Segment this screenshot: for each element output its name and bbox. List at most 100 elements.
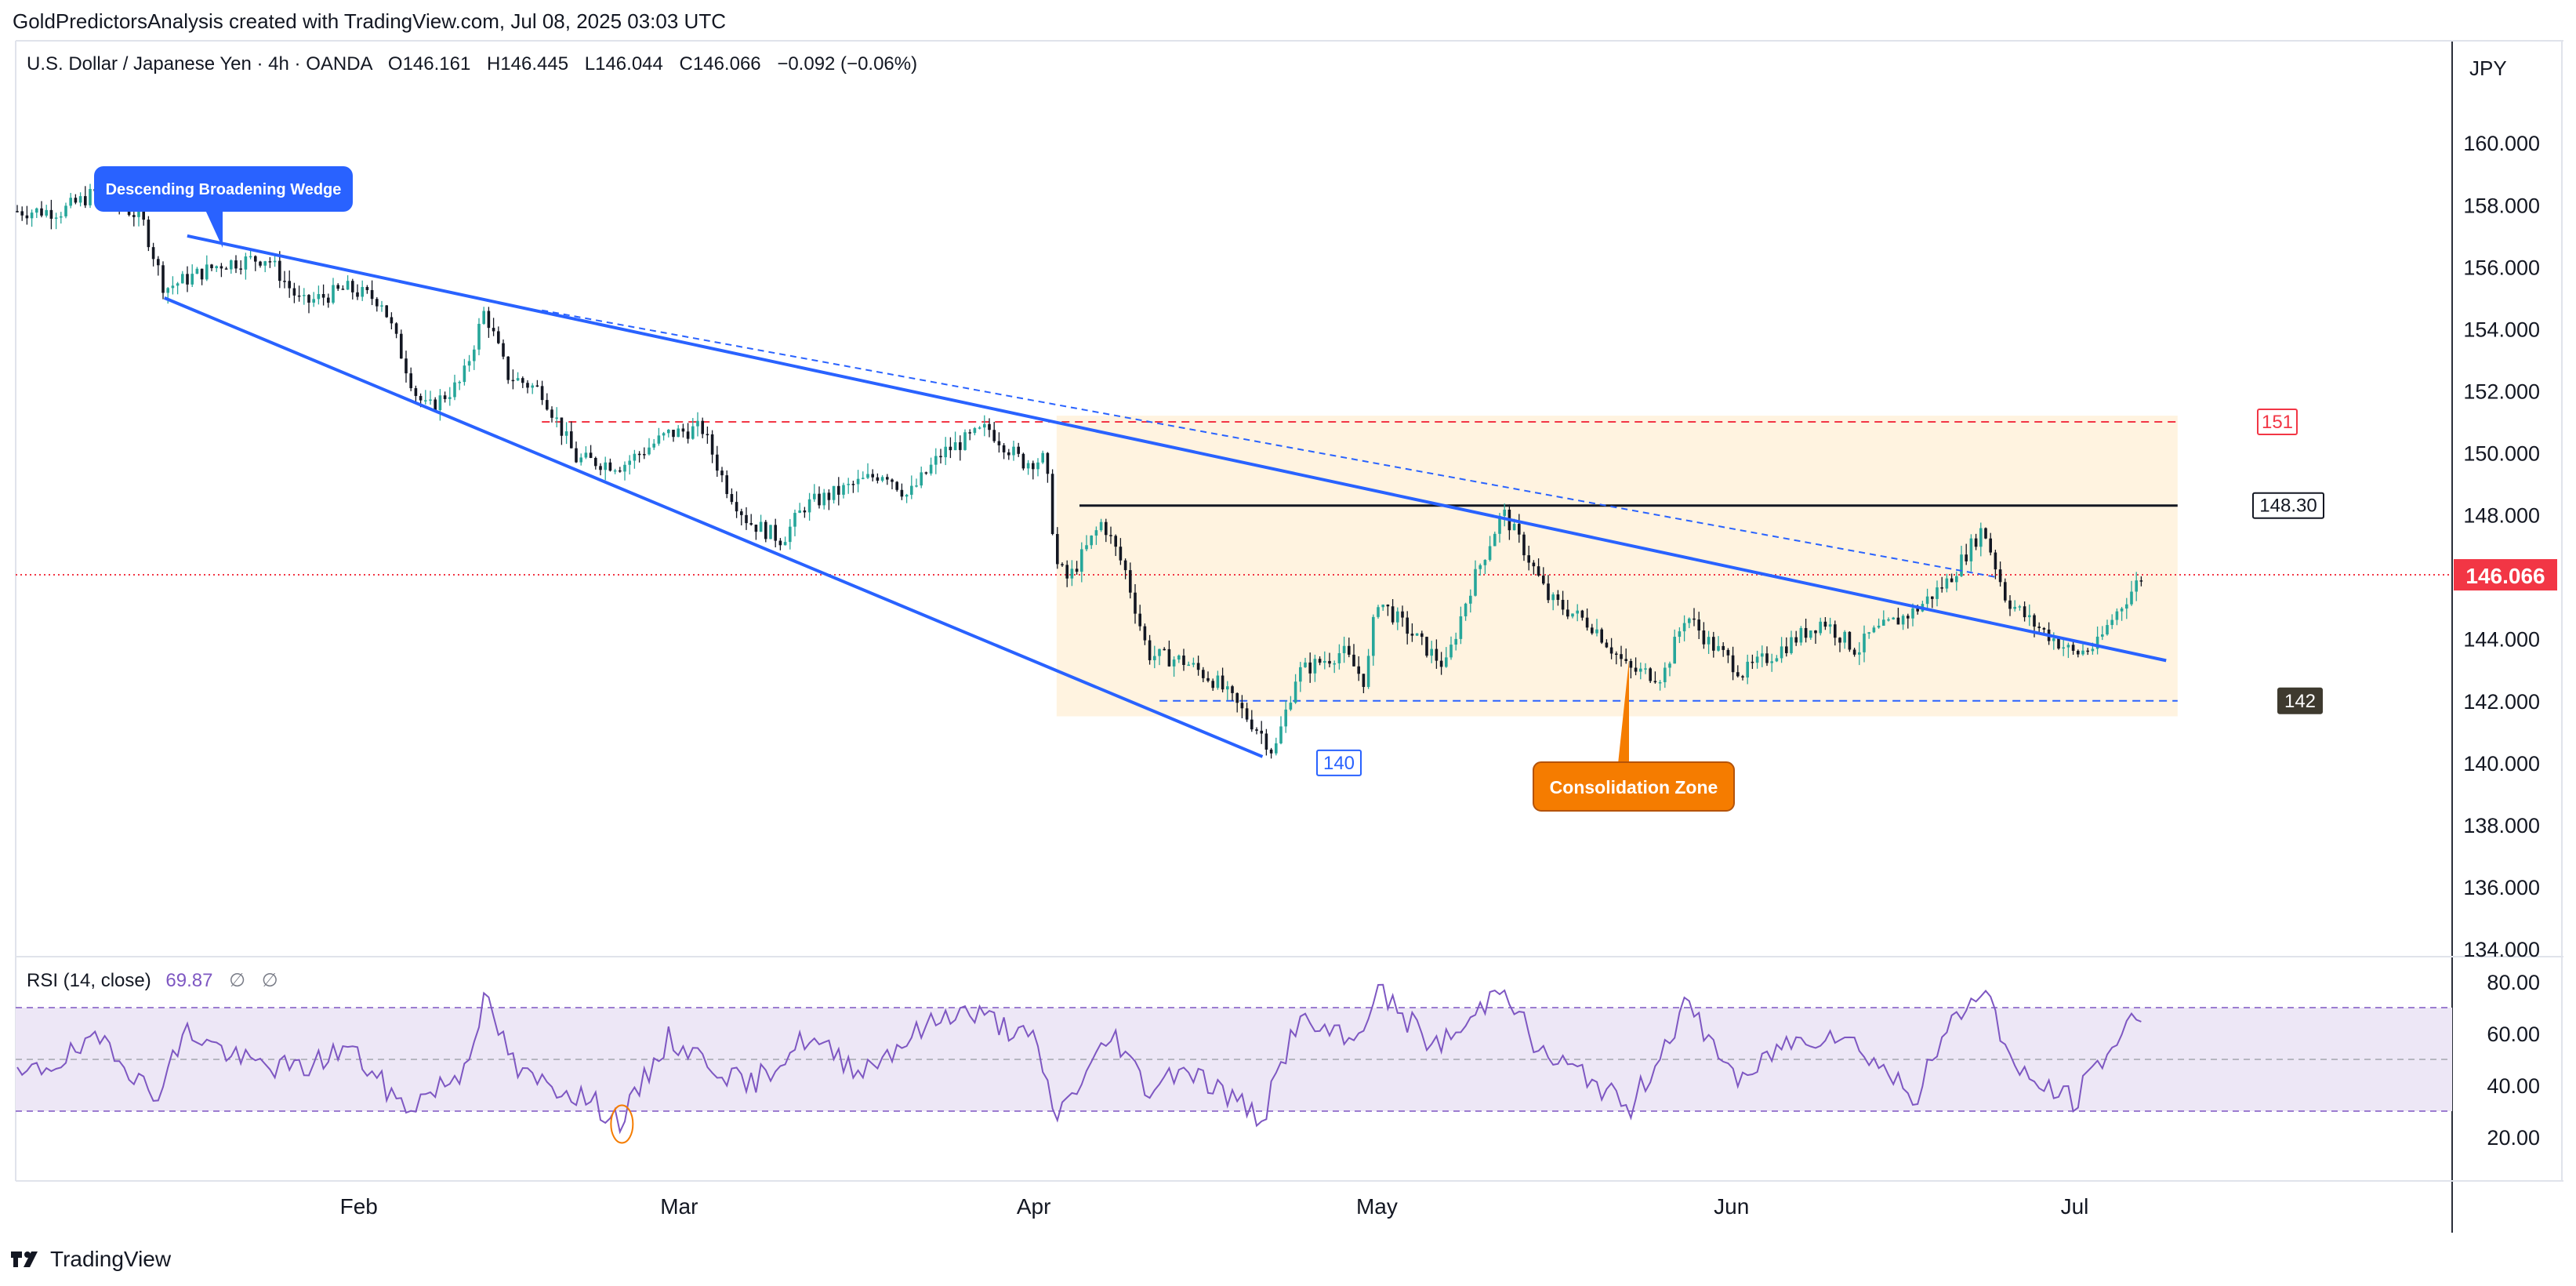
candle-body (1644, 668, 1647, 670)
candle-body (1969, 538, 1973, 561)
candle-body (1907, 616, 1910, 619)
candle-body (1449, 645, 1453, 658)
candle-body (1308, 662, 1312, 674)
candle-body (74, 198, 78, 203)
candle-body (1867, 632, 1870, 634)
level-142-label[interactable]: 142 (2277, 687, 2323, 714)
low-140-label[interactable]: 140 (1316, 749, 1362, 776)
candle-body (1099, 521, 1103, 531)
candle-body (2028, 615, 2031, 618)
candle-body (1342, 645, 1346, 653)
candle-body (754, 525, 758, 532)
candle-body (443, 395, 447, 399)
candle-body (1221, 675, 1225, 690)
candle-body (1591, 627, 1594, 634)
candle-body (1158, 648, 1161, 656)
candle-body (1527, 555, 1530, 563)
candle-body (521, 378, 524, 383)
candle-body (1682, 623, 1686, 632)
candle-body (1454, 638, 1457, 645)
candle-body (176, 283, 180, 286)
ohlc-low: L146.044 (584, 53, 663, 74)
candle-body (1955, 576, 1958, 583)
candle-body (2110, 619, 2113, 626)
candle-body (1503, 509, 1506, 516)
candle-body (2052, 638, 2055, 641)
candle-body (827, 492, 831, 500)
candle-body (166, 288, 169, 293)
candle-body (220, 266, 223, 269)
price-tick-label: 160.000 (2463, 132, 2540, 155)
rsi-tick-label: 60.00 (2487, 1023, 2540, 1046)
level-151-label[interactable]: 151 (2257, 408, 2298, 435)
wedge-lower-trendline[interactable] (163, 296, 1264, 758)
candle-body (550, 409, 553, 418)
candle-body (1522, 534, 1526, 556)
wedge-upper-trendline[interactable] (187, 234, 2167, 663)
candle-body (1726, 649, 1730, 656)
candle-body (599, 466, 602, 470)
candle-body (749, 523, 753, 525)
candle-body (467, 361, 471, 366)
rsi-pane[interactable] (16, 983, 2452, 1135)
candle-body (1678, 631, 1682, 638)
candle-body (2086, 650, 2089, 652)
candle-body (1979, 528, 1983, 547)
candle-body (686, 431, 690, 439)
candle-body (1240, 703, 1244, 709)
candle-body (1761, 653, 1764, 657)
candle-body (1693, 618, 1696, 620)
candle-body (283, 281, 286, 282)
candle-body (1094, 530, 1098, 536)
candle-body (438, 395, 442, 411)
candle-body (633, 453, 637, 461)
candle-body (1148, 640, 1152, 660)
candle-body (2004, 582, 2007, 601)
candle-body (35, 208, 38, 213)
current-price-tag[interactable]: 146.066 (2454, 559, 2557, 591)
consolidation-callout[interactable]: Consolidation Zone (1533, 660, 1735, 812)
candle-body (1153, 656, 1156, 660)
candle-body (1143, 626, 1147, 641)
wedge-callout-text: Descending Broadening Wedge (106, 181, 342, 198)
candle-body (1187, 664, 1190, 667)
candle-body (341, 289, 345, 290)
tradingview-logo[interactable]: TradingView (11, 1247, 171, 1272)
candle-body (132, 215, 136, 217)
consolidation-zone[interactable] (1056, 416, 2178, 717)
candle-body (1780, 646, 1783, 659)
candle-body (1843, 631, 1846, 643)
candle-body (1425, 637, 1428, 656)
candle-body (1600, 629, 1603, 643)
rsi-nil-2: ∅ (261, 970, 278, 991)
candle-body (759, 521, 763, 532)
candle-body (2018, 606, 2022, 608)
candle-body (1046, 452, 1050, 474)
level-148-30-label[interactable]: 148.30 (2252, 492, 2324, 519)
dashed-trendline[interactable] (542, 309, 1995, 578)
candle-body (497, 331, 500, 343)
candle-body (142, 208, 145, 220)
rsi-oversold-marker[interactable] (610, 1104, 634, 1144)
candle-body (1377, 607, 1380, 617)
candle-body (1289, 703, 1293, 710)
candle-body (434, 399, 437, 411)
candle-body (1036, 462, 1039, 470)
candle-body (1123, 560, 1127, 571)
rsi-legend[interactable]: RSI (14, close) 69.87 ∅ ∅ (27, 969, 278, 992)
currency-label[interactable]: JPY (2469, 56, 2507, 80)
candle-body (1372, 616, 1375, 656)
rsi-line[interactable] (16, 983, 2142, 1135)
candle-body (477, 323, 481, 350)
symbol-legend[interactable]: U.S. Dollar / Japanese Yen · 4h · OANDA … (27, 53, 917, 75)
level-142-label-text: 142 (2284, 691, 2316, 712)
candle-body (1872, 627, 1876, 633)
wedge-callout[interactable]: Descending Broadening Wedge (94, 166, 353, 248)
candle-body (2125, 604, 2128, 609)
candle-body (880, 477, 884, 481)
candle-body (1542, 576, 1545, 584)
level-151-label-text: 151 (2262, 412, 2293, 433)
candle-body (1474, 569, 1477, 596)
candle-body (691, 426, 695, 439)
